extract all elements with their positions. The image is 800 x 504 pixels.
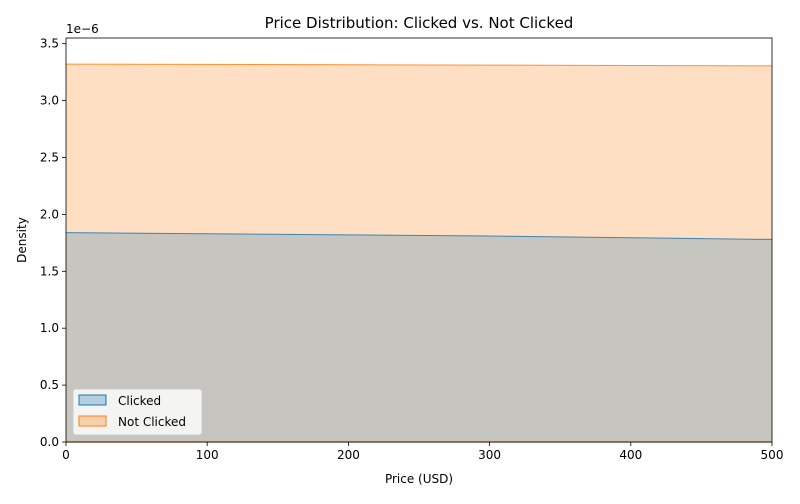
x-tick-label: 300 xyxy=(478,448,501,462)
y-tick-label: 3.5 xyxy=(40,37,59,51)
x-tick-label: 200 xyxy=(337,448,360,462)
line-not-clicked xyxy=(65,63,773,67)
y-tick-label: 0.5 xyxy=(40,378,59,392)
legend: Clicked Not Clicked xyxy=(72,388,203,436)
chart-title: Price Distribution: Clicked vs. Not Clic… xyxy=(265,14,574,32)
legend-label-not-clicked: Not Clicked xyxy=(118,415,186,429)
legend-swatch-clicked xyxy=(78,394,107,406)
plot-frame xyxy=(65,37,773,443)
y-scale-label: 1e−6 xyxy=(66,22,99,36)
y-tick-label: 1.0 xyxy=(40,321,59,335)
y-tick-label: 2.5 xyxy=(40,150,59,164)
y-tick-label: 1.5 xyxy=(40,264,59,278)
legend-swatch-not-clicked xyxy=(78,415,107,427)
y-axis-label: Density xyxy=(15,217,29,263)
plot-area: 0 100 200 300 400 500 0.0 0.5 1.0 1.5 2.0 2.5 3.0 3.5 xyxy=(40,37,784,462)
x-tick-label: 0 xyxy=(62,448,70,462)
x-tick-label: 100 xyxy=(196,448,219,462)
legend-box xyxy=(72,388,203,436)
y-tick-label: 3.0 xyxy=(40,94,59,108)
x-axis-label: Price (USD) xyxy=(385,472,453,486)
area-clicked xyxy=(66,232,772,442)
area-not-clicked xyxy=(66,64,772,442)
legend-label-clicked: Clicked xyxy=(118,394,161,408)
y-tick-label: 0.0 xyxy=(40,435,59,449)
y-tick-label: 2.0 xyxy=(40,207,59,221)
line-clicked xyxy=(65,232,773,240)
x-tick-label: 500 xyxy=(761,448,784,462)
x-tick-label: 400 xyxy=(619,448,642,462)
